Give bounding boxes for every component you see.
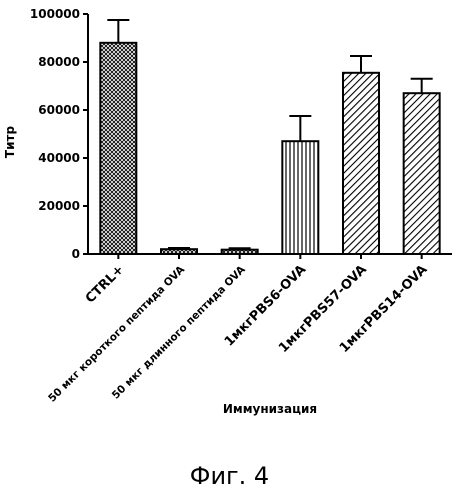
bar bbox=[222, 250, 258, 254]
y-tick-group: 0 20000 40000 60000 80000 100000 bbox=[30, 7, 88, 261]
x-axis-title: Иммунизация bbox=[223, 402, 317, 416]
bar bbox=[282, 141, 318, 254]
y-tick-label: 80000 bbox=[38, 55, 80, 69]
x-category-group: CTRL+50 мкг короткого пептида OVA50 мкг … bbox=[46, 254, 430, 405]
bar bbox=[161, 249, 197, 254]
bar bbox=[343, 73, 379, 254]
figure-caption: Фиг. 4 bbox=[0, 462, 459, 490]
bar bbox=[100, 43, 136, 254]
y-tick-label: 60000 bbox=[38, 103, 80, 117]
y-axis-title: Титр bbox=[3, 126, 17, 159]
y-tick-label: 100000 bbox=[30, 7, 80, 21]
y-tick-label: 20000 bbox=[38, 199, 80, 213]
x-category-label: 50 мкг короткого пептида OVA bbox=[46, 263, 188, 405]
bar bbox=[404, 93, 440, 254]
y-tick-label: 40000 bbox=[38, 151, 80, 165]
x-category-label: CTRL+ bbox=[83, 262, 127, 306]
y-tick-label: 0 bbox=[72, 247, 80, 261]
bar-group bbox=[100, 20, 439, 254]
